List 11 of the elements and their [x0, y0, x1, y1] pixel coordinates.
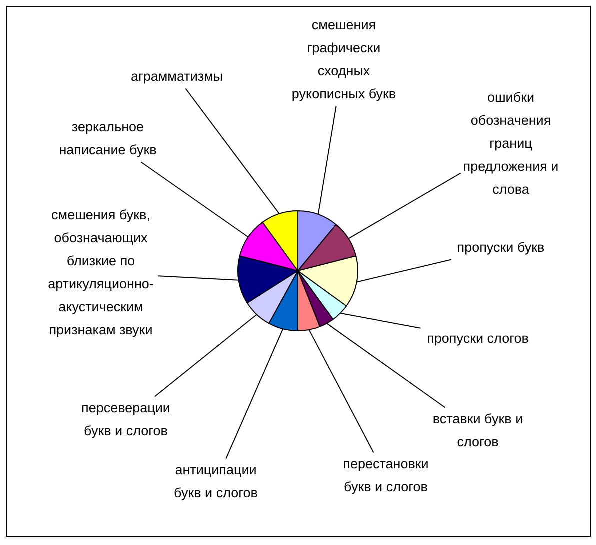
slice-label: вставки букв и слогов	[432, 412, 524, 450]
slice-label: смешения графически сходных рукописных букв	[292, 18, 396, 102]
slice-label: пропуски букв	[457, 240, 545, 255]
slice-label: антиципации букв и слогов	[174, 462, 258, 500]
slice-label: смешения букв, обозначающих близкие по артикуляционно-акустическим признакам звуки	[48, 208, 154, 338]
slice-label: ошибки обозначения границ предложения и слова	[463, 90, 559, 197]
slice-label: перестановки букв и слогов	[343, 456, 429, 494]
slice-label: аграмматизмы	[130, 69, 224, 84]
slice-label: пропуски слогов	[427, 331, 529, 346]
slice-label: персеверации букв и слогов	[82, 400, 170, 438]
slice-label: зеркальное написание букв	[59, 120, 157, 158]
